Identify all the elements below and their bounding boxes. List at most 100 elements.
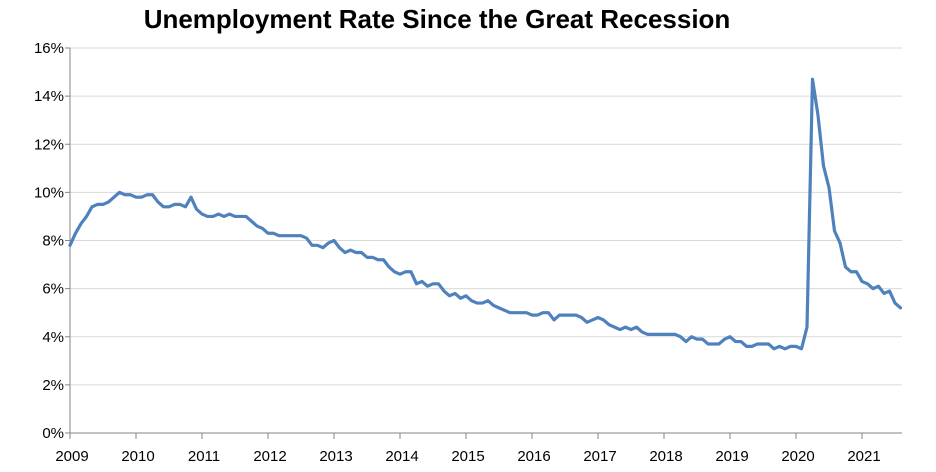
data-point [118, 191, 121, 194]
data-point [619, 328, 622, 331]
data-point [690, 335, 693, 338]
data-point [487, 299, 490, 302]
data-point [327, 242, 330, 245]
data-point [608, 323, 611, 326]
data-point [360, 251, 363, 254]
data-point [179, 203, 182, 206]
data-point [806, 326, 809, 329]
x-tick-label: 2013 [319, 448, 352, 465]
data-point [668, 333, 671, 336]
x-tick-label: 2016 [517, 448, 550, 465]
data-point [223, 215, 226, 218]
data-point [234, 215, 237, 218]
axes [65, 47, 902, 439]
x-tick-label: 2018 [649, 448, 682, 465]
data-point [817, 114, 820, 117]
x-tick-label: 2011 [188, 448, 220, 465]
data-point [646, 333, 649, 336]
data-point [712, 343, 715, 346]
data-point [751, 345, 754, 348]
data-point [602, 319, 605, 322]
data-point [283, 234, 286, 237]
data-point [173, 203, 176, 206]
data-point [536, 314, 539, 317]
data-point [635, 326, 638, 329]
x-tick-labels: 2009 2010 2011 2012 2013 2014 2015 2016 2017 2018… [55, 448, 880, 465]
data-point [630, 328, 633, 331]
data-point [410, 270, 413, 273]
data-point [322, 246, 325, 249]
y-tick-label: 10% [34, 184, 64, 201]
x-tick-label: 2015 [451, 448, 484, 465]
data-point [718, 343, 721, 346]
data-point [789, 345, 792, 348]
x-tick-label: 2010 [121, 448, 154, 465]
data-point [399, 273, 402, 276]
y-tick-label: 6% [42, 281, 64, 298]
data-point [245, 215, 248, 218]
data-point [597, 316, 600, 319]
data-point [525, 311, 528, 314]
x-tick-label: 2009 [55, 448, 88, 465]
data-point [657, 333, 660, 336]
data-point [888, 290, 891, 293]
data-point [129, 193, 132, 196]
data-point [355, 251, 358, 254]
data-point [756, 343, 759, 346]
data-point [228, 213, 231, 216]
data-point [333, 239, 336, 242]
y-tick-labels: 0% 2% 4% 6% 8% 10% 12% 14% 16% [34, 40, 64, 442]
y-tick-label: 12% [34, 136, 64, 153]
data-point [729, 335, 732, 338]
data-point [877, 285, 880, 288]
data-point [850, 270, 853, 273]
plot-area [68, 77, 903, 351]
data-point [96, 203, 99, 206]
data-point [558, 314, 561, 317]
data-point [839, 242, 842, 245]
data-point [294, 234, 297, 237]
data-point [443, 290, 446, 293]
data-point [569, 314, 572, 317]
data-point [833, 229, 836, 232]
data-point [679, 335, 682, 338]
data-point [674, 333, 677, 336]
data-point [157, 201, 160, 204]
data-point [107, 201, 110, 204]
data-point [855, 270, 858, 273]
data-point [553, 319, 556, 322]
y-tick-label: 2% [42, 377, 64, 394]
data-point [162, 205, 165, 208]
data-point [300, 234, 303, 237]
data-point [432, 282, 435, 285]
data-point [844, 266, 847, 269]
data-point [575, 314, 578, 317]
data-point [784, 347, 787, 350]
data-point [261, 227, 264, 230]
data-point [448, 294, 451, 297]
data-point [344, 251, 347, 254]
y-tick-label: 14% [34, 88, 64, 105]
data-point [795, 345, 798, 348]
data-point [685, 340, 688, 343]
data-point [267, 232, 270, 235]
data-point [190, 196, 193, 199]
data-point [195, 208, 198, 211]
data-point [564, 314, 567, 317]
data-point [800, 347, 803, 350]
data-point [701, 338, 704, 341]
data-point [624, 326, 627, 329]
y-tick-label: 0% [42, 425, 64, 442]
data-point [481, 302, 484, 305]
data-point [531, 314, 534, 317]
gridlines [70, 47, 902, 386]
data-point [899, 306, 902, 309]
data-point [151, 193, 154, 196]
data-point [613, 326, 616, 329]
data-point [338, 246, 341, 249]
data-point [503, 309, 506, 312]
data-point [542, 311, 545, 314]
data-point [773, 347, 776, 350]
data-point [316, 244, 319, 247]
